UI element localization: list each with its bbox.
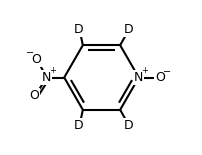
Text: +: + [49, 66, 56, 75]
Text: −: − [163, 67, 171, 77]
Text: O: O [29, 89, 39, 102]
Text: O: O [154, 71, 164, 84]
Text: N: N [42, 71, 51, 84]
Text: D: D [74, 23, 83, 36]
Text: +: + [140, 66, 147, 75]
Text: −: − [25, 49, 34, 58]
Text: D: D [123, 119, 133, 132]
Text: D: D [74, 119, 83, 132]
Text: O: O [31, 53, 41, 66]
Text: N: N [134, 71, 143, 84]
Text: D: D [123, 23, 133, 36]
